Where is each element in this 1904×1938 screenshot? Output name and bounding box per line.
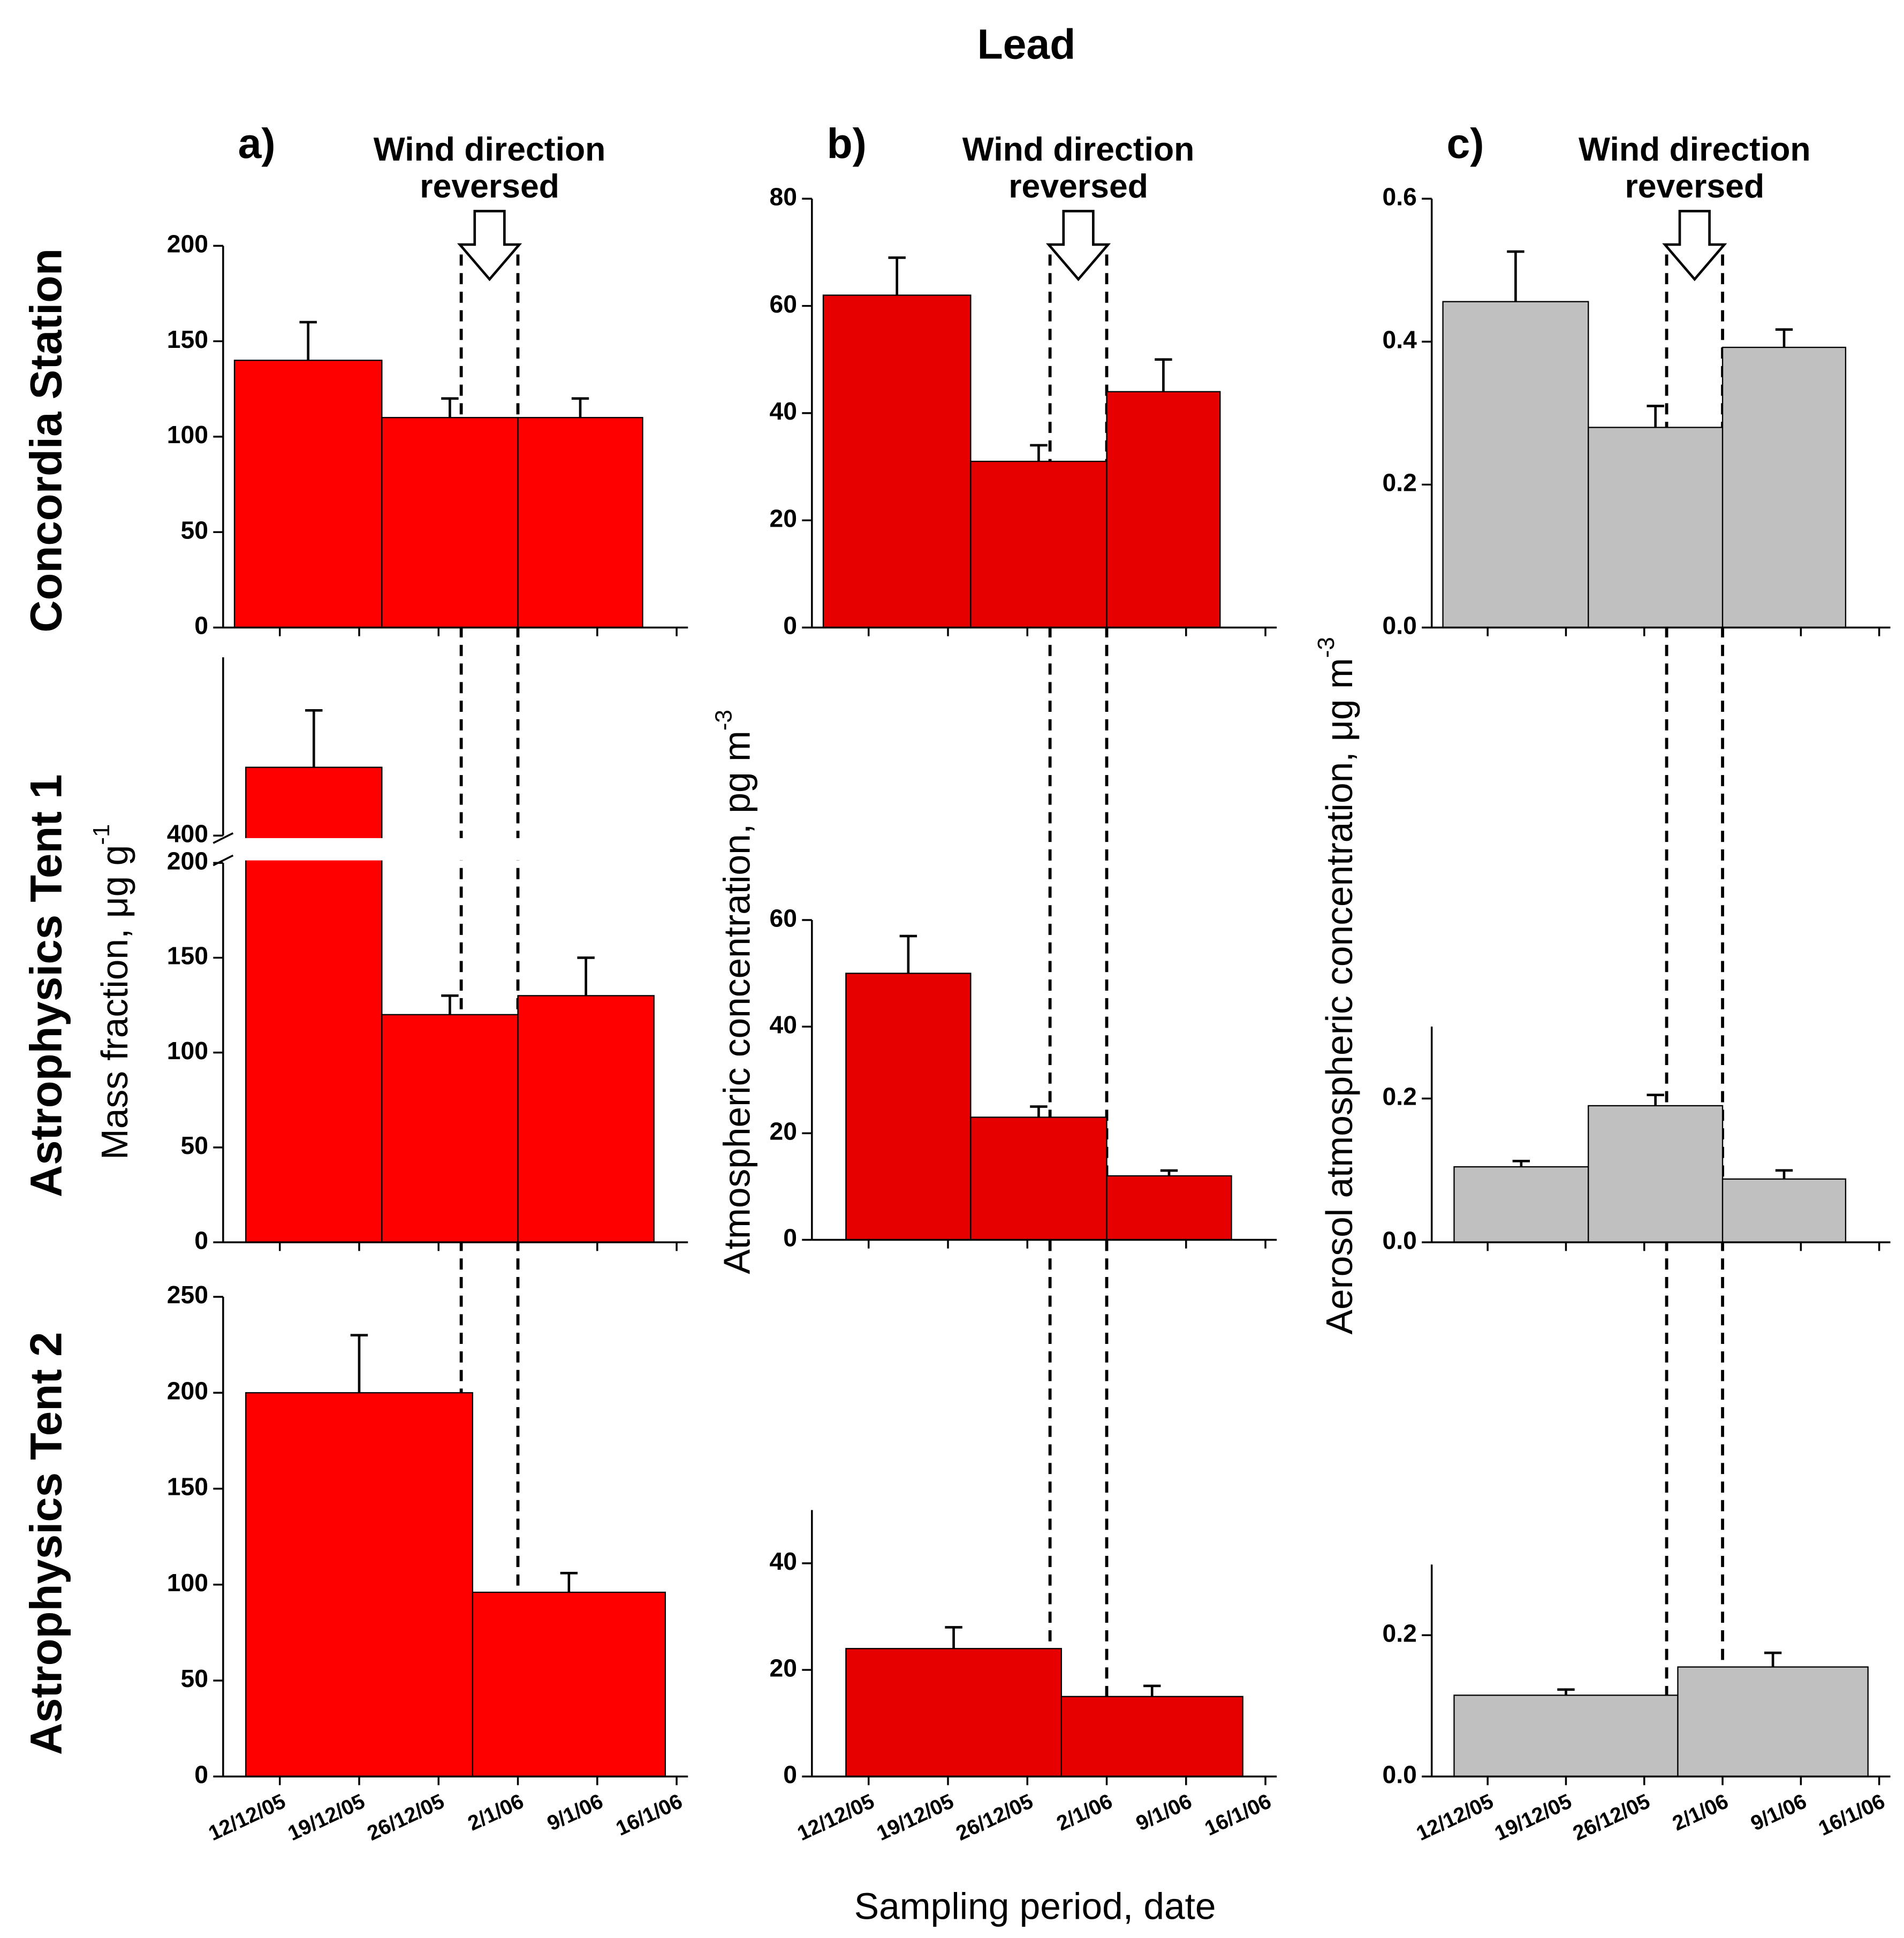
- y-tick-label: 0: [194, 1760, 208, 1788]
- y-axis-label: Atmospheric concentration, pg m-3: [710, 710, 758, 1274]
- bar: [517, 417, 643, 628]
- bar: [1453, 1166, 1589, 1243]
- bar: [381, 417, 519, 628]
- y-tick-label: 60: [770, 904, 798, 932]
- bar: [381, 1014, 519, 1243]
- y-tick-label: 0: [783, 1760, 797, 1788]
- row-label: Astrophysics Tent 2: [21, 1332, 71, 1755]
- bar: [970, 460, 1107, 628]
- y-tick-label: 150: [167, 325, 208, 353]
- panel-label: c): [1446, 120, 1484, 167]
- y-tick-label: 250: [167, 1281, 208, 1309]
- row-label: Astrophysics Tent 1: [21, 774, 71, 1197]
- y-tick-label: 0.0: [1383, 612, 1417, 640]
- annotation-arrow: [1662, 210, 1727, 282]
- y-tick-label: 40: [770, 1010, 798, 1038]
- bar: [1106, 391, 1221, 628]
- y-tick-label: 20: [770, 1654, 798, 1682]
- row-label: Concordia Station: [21, 248, 71, 633]
- y-tick-label: 40: [770, 397, 798, 425]
- annotation-text: reversed: [1625, 168, 1764, 205]
- y-tick-label: 0: [783, 1224, 797, 1252]
- annotation-arrow: [1045, 210, 1111, 282]
- figure-title: Lead: [977, 21, 1076, 68]
- y-axis-label-sup: -3: [710, 710, 737, 731]
- y-tick-label: 0.0: [1383, 1760, 1417, 1788]
- y-tick-label: 0.2: [1383, 469, 1417, 497]
- bar: [472, 1591, 666, 1777]
- annotation-arrow: [457, 210, 522, 282]
- annotation-text: Wind direction: [962, 131, 1195, 168]
- y-axis-label: Aerosol atmospheric concentration, μg m-…: [1313, 637, 1361, 1334]
- panel-label: b): [827, 120, 867, 167]
- y-tick-label: 200: [167, 230, 208, 257]
- y-tick-label: 0.6: [1383, 183, 1417, 210]
- y-tick-label: 0: [194, 1226, 208, 1254]
- y-tick-label: 0.2: [1383, 1619, 1417, 1647]
- y-tick-label: 0.2: [1383, 1083, 1417, 1111]
- y-tick-label: 0: [194, 612, 208, 640]
- bar: [845, 972, 972, 1241]
- y-tick-label: 100: [167, 1037, 208, 1065]
- annotation-text: reversed: [420, 168, 559, 205]
- y-tick-label: 20: [770, 1118, 798, 1145]
- y-tick-label: 150: [167, 1473, 208, 1501]
- y-tick-label: 80: [770, 183, 798, 210]
- bar: [1588, 427, 1724, 628]
- bar: [822, 294, 972, 628]
- y-tick-label: 0: [783, 612, 797, 640]
- y-axis-label-text: Mass fraction, μg g: [94, 845, 135, 1160]
- axis-break-mark: [213, 832, 234, 844]
- y-tick-label: 400: [167, 820, 208, 848]
- panel-label: a): [238, 120, 276, 167]
- y-axis-label-sup: -3: [1313, 637, 1339, 658]
- bar: [245, 1392, 473, 1777]
- y-axis-label-sup: -1: [88, 824, 115, 845]
- bar: [1677, 1666, 1869, 1777]
- annotation-text: Wind direction: [1579, 131, 1811, 168]
- bar: [1453, 1694, 1679, 1777]
- y-tick-label: 50: [181, 1131, 209, 1159]
- y-tick-label: 20: [770, 504, 798, 532]
- y-tick-label: 0.0: [1383, 1226, 1417, 1254]
- bar: [970, 1116, 1107, 1241]
- y-tick-label: 50: [181, 516, 209, 544]
- bar: [517, 995, 655, 1243]
- y-tick-label: 50: [181, 1665, 209, 1692]
- y-axis-label: Mass fraction, μg g-1: [88, 824, 136, 1160]
- bar: [1721, 1178, 1847, 1243]
- y-axis-label-text: Atmospheric concentration, pg m: [716, 731, 758, 1274]
- y-axis-label-text: Aerosol atmospheric concentration, μg m: [1318, 658, 1360, 1334]
- y-tick-label: 100: [167, 421, 208, 449]
- y-tick-label: 200: [167, 1377, 208, 1404]
- y-tick-label: 60: [770, 290, 798, 318]
- bar: [845, 1648, 1062, 1777]
- y-tick-label: 200: [167, 847, 208, 875]
- y-tick-label: 150: [167, 942, 208, 970]
- bar: [1106, 1175, 1232, 1241]
- annotation-text: Wind direction: [374, 131, 606, 168]
- axis-break: [210, 838, 688, 861]
- x-axis-label: Sampling period, date: [854, 1885, 1216, 1927]
- y-tick-label: 40: [770, 1547, 798, 1575]
- y-tick-label: 100: [167, 1569, 208, 1597]
- bar: [1721, 346, 1847, 628]
- annotation-text: reversed: [1008, 168, 1148, 205]
- bar: [1588, 1105, 1724, 1243]
- bar: [233, 360, 383, 628]
- bar: [1442, 301, 1589, 628]
- y-tick-label: 0.4: [1383, 326, 1417, 354]
- bar: [1060, 1696, 1243, 1777]
